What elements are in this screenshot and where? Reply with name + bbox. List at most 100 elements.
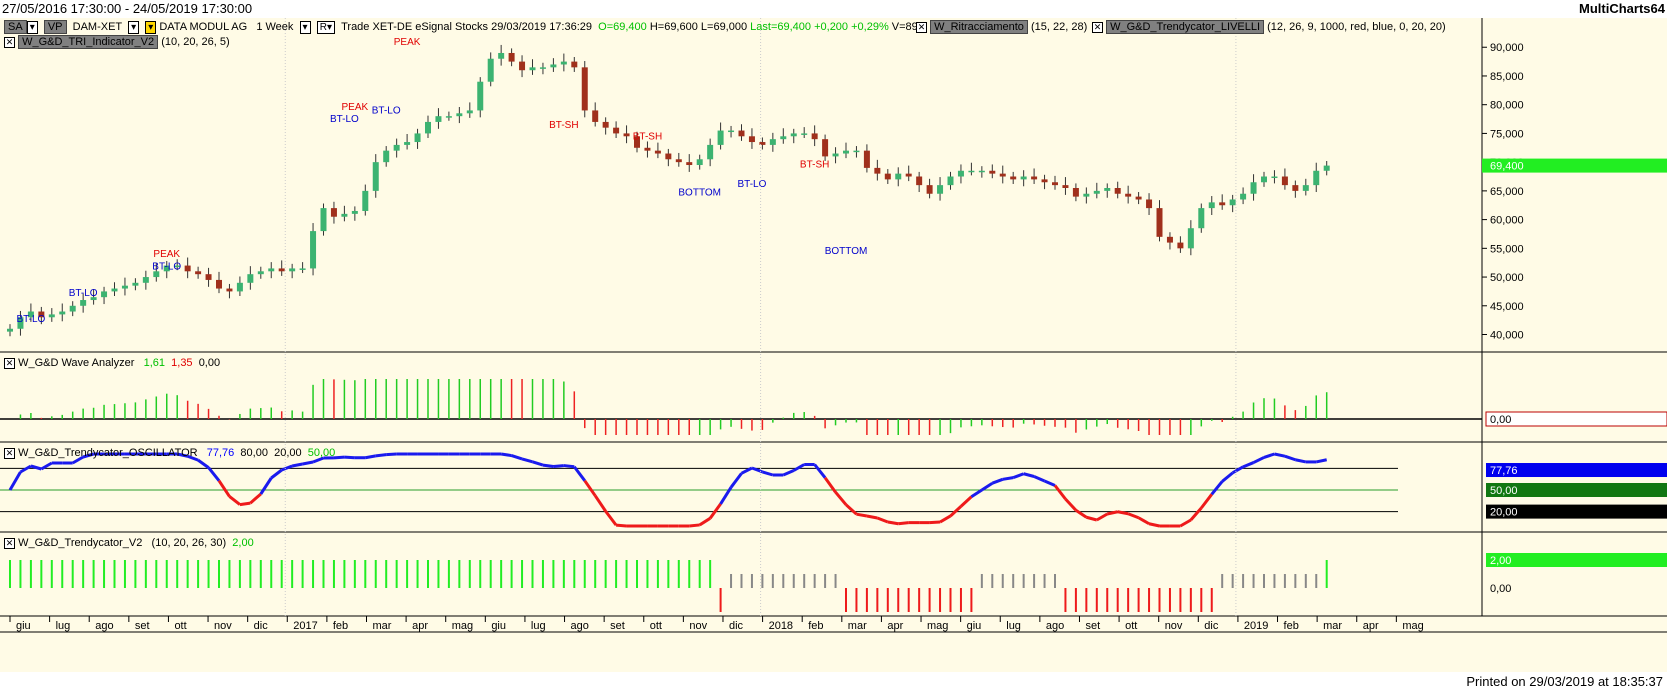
time-tick-label: feb — [333, 620, 348, 632]
osc-line-segment — [1179, 518, 1192, 528]
volume-value: V=893 — [891, 21, 924, 33]
candle-body — [456, 113, 463, 117]
v2-axis-badge — [1486, 553, 1667, 567]
r-button[interactable]: R▾ — [316, 21, 335, 34]
livelli-name[interactable]: W_G&D_Trendycator_LIVELLI — [1106, 20, 1265, 34]
candle-body — [17, 317, 24, 329]
v2-axis-label: 2,00 — [1490, 555, 1511, 567]
candle-body — [121, 285, 128, 289]
candle-body — [1041, 179, 1048, 183]
osc-line-segment — [729, 472, 743, 489]
tri-indicator-name[interactable]: W_G&D_TRI_Indicator_V2 — [18, 35, 159, 49]
candle-body — [90, 297, 97, 301]
candle-body — [853, 150, 860, 153]
candle-body — [1198, 208, 1205, 229]
candle-body — [675, 159, 682, 163]
candle-body — [299, 268, 306, 270]
chart-area[interactable]: 40,00045,00050,00055,00060,00065,00070,0… — [0, 18, 1667, 672]
last-value: Last=69,400 — [750, 21, 812, 33]
ritracciamento-status: ✕ W_Ritracciamento (15, 22, 28) — [916, 20, 1087, 34]
osc-line-segment — [834, 491, 848, 506]
osc-line-segment — [1012, 472, 1025, 480]
close-indicator-icon[interactable]: ✕ — [4, 447, 15, 459]
interval-dropdown-icon[interactable]: ▾ — [299, 21, 311, 34]
exchange-dropdown-icon[interactable]: ▾ — [128, 21, 140, 34]
candle-body — [1323, 165, 1330, 171]
time-tick-label: giu — [16, 620, 31, 632]
osc-line-segment — [981, 481, 994, 492]
candle-body — [1271, 176, 1278, 179]
candle-body — [48, 314, 55, 318]
close-indicator-icon[interactable]: ✕ — [1092, 21, 1103, 33]
candle-body — [362, 190, 369, 211]
printed-footer: Printed on 29/03/2019 at 18:35:37 — [1466, 674, 1663, 689]
candle-body — [529, 67, 536, 71]
candle-body — [1083, 193, 1090, 197]
candle-body — [435, 116, 442, 122]
time-tick-label: feb — [1284, 620, 1299, 632]
candle-body — [69, 305, 76, 312]
osc-line-segment — [511, 454, 523, 461]
price-tick-label: 65,000 — [1490, 186, 1524, 198]
time-tick-label: 2017 — [293, 620, 317, 632]
close-indicator-icon[interactable]: ✕ — [4, 537, 15, 549]
high-value: H=69,600 — [649, 21, 698, 33]
wave-v3: 0,00 — [198, 357, 221, 369]
close-indicator-icon[interactable]: ✕ — [4, 357, 15, 369]
time-tick-label: mag — [927, 620, 948, 632]
osc-line-segment — [813, 463, 827, 479]
price-tick-label: 60,000 — [1490, 215, 1524, 227]
v2-v1: 2,00 — [232, 537, 254, 549]
candle-body — [1093, 190, 1100, 194]
osc-axis-badge — [1486, 483, 1667, 497]
osc-line-segment — [583, 479, 597, 497]
time-tick-label: lug — [56, 620, 71, 632]
sa-button[interactable]: SA — [4, 20, 27, 34]
osc-line-segment — [929, 520, 941, 525]
osc-line-segment — [521, 457, 533, 464]
candle-body — [1052, 182, 1058, 186]
osc-line-segment — [740, 466, 753, 475]
time-tick-label: set — [1085, 620, 1100, 632]
candle-body — [1166, 236, 1173, 243]
candle-body — [874, 167, 881, 174]
candle-body — [508, 52, 515, 62]
candle-body — [101, 291, 108, 298]
vp-button[interactable]: VP — [43, 20, 67, 34]
osc-line-segment — [970, 488, 983, 499]
candle-body — [1031, 176, 1038, 180]
time-tick-label: nov — [1165, 620, 1183, 632]
time-tick-label: giu — [491, 620, 506, 632]
osc-line-segment — [1117, 510, 1129, 516]
wave-status: ✕ W_G&D Wave Analyzer 1,61 1,35 0,00 — [4, 356, 220, 370]
close-indicator-icon[interactable]: ✕ — [916, 21, 927, 33]
title-bar: 27/05/2016 17:30:00 - 24/05/2019 17:30:0… — [0, 0, 1667, 18]
osc-line-segment — [1064, 497, 1077, 512]
candle-body — [1146, 199, 1153, 209]
pct-change-value: +0,29% — [851, 21, 889, 33]
close-indicator-icon[interactable]: ✕ — [4, 36, 15, 48]
candle-body — [1313, 170, 1320, 186]
osc-line-segment — [542, 463, 554, 468]
candle-body — [236, 282, 243, 292]
open-value: O=69,400 — [598, 21, 647, 33]
candle-body — [968, 170, 975, 173]
wave-name: W_G&D Wave Analyzer — [18, 357, 135, 369]
candle-body — [1302, 185, 1309, 191]
datasource-icon[interactable]: ▾ — [145, 21, 157, 34]
candle-body — [602, 121, 609, 128]
candle-body — [310, 231, 317, 269]
candle-body — [153, 271, 160, 278]
chart-canvas[interactable]: 40,00045,00050,00055,00060,00065,00070,0… — [0, 18, 1667, 672]
ritracciamento-name[interactable]: W_Ritracciamento — [930, 20, 1028, 34]
candle-body — [111, 288, 118, 292]
time-tick-label: lug — [1006, 620, 1021, 632]
sa-dropdown-icon[interactable]: ▾ — [26, 21, 38, 34]
candle-body — [278, 268, 285, 272]
candle-body — [1114, 188, 1121, 194]
v2-status: ✕ W_G&D_Trendycator_V2 (10, 20, 26, 30) … — [4, 536, 254, 550]
osc-status: ✕ W_G&D_Trendycator_OSCILLATOR 77,76 80,… — [4, 446, 335, 460]
candle-body — [383, 150, 390, 163]
candle-body — [1292, 185, 1299, 191]
osc-axis-label: 20,00 — [1490, 507, 1518, 519]
